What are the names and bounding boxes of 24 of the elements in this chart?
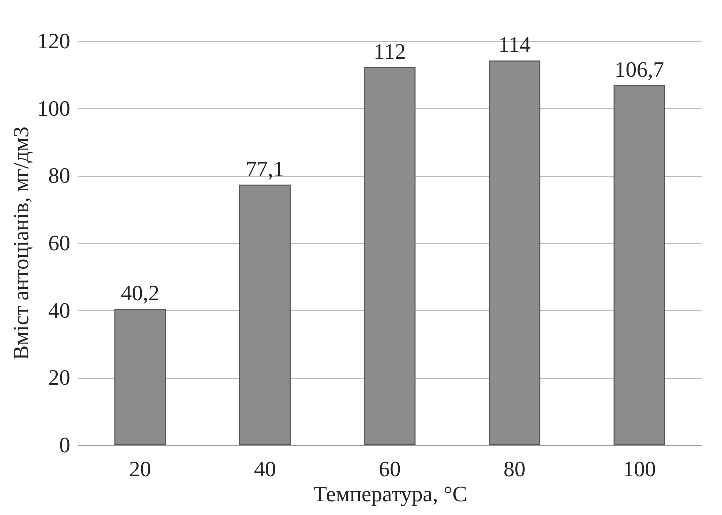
bar bbox=[614, 85, 666, 446]
x-tick-label: 100 bbox=[623, 456, 656, 482]
y-tick-label: 40 bbox=[48, 298, 70, 323]
y-tick-label: 80 bbox=[48, 163, 70, 188]
data-label: 112 bbox=[374, 38, 406, 64]
bar bbox=[114, 309, 166, 446]
data-label: 77,1 bbox=[246, 156, 284, 182]
y-tick-label: 20 bbox=[48, 365, 70, 390]
x-tick-label: 80 bbox=[504, 456, 526, 482]
bar bbox=[239, 184, 291, 446]
y-tick-label: 60 bbox=[48, 230, 70, 256]
x-tick-label: 60 bbox=[379, 456, 401, 482]
bar bbox=[489, 60, 541, 446]
y-tick-label: 100 bbox=[38, 96, 70, 121]
x-tick-label: 20 bbox=[129, 456, 152, 482]
data-label: 114 bbox=[498, 32, 531, 58]
y-axis-title: Вміст антоціанів, мг/дм3 bbox=[8, 126, 34, 360]
y-tick-label: 120 bbox=[38, 28, 70, 54]
x-tick-label: 40 bbox=[254, 456, 276, 482]
y-tick-label: 0 bbox=[60, 432, 70, 458]
data-label: 40,2 bbox=[121, 280, 160, 306]
data-label: 106,7 bbox=[614, 56, 664, 82]
x-axis-title: Температура, °C bbox=[314, 482, 468, 506]
bar bbox=[364, 67, 416, 446]
